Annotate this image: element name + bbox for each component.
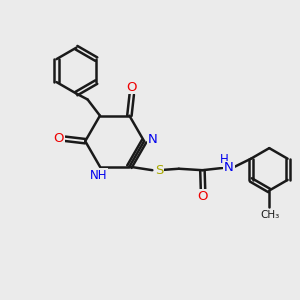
Text: CH₃: CH₃	[260, 210, 280, 220]
Text: O: O	[198, 190, 208, 203]
Text: N: N	[148, 133, 157, 146]
Text: N: N	[224, 161, 234, 174]
Text: H: H	[220, 153, 229, 166]
Text: O: O	[53, 132, 64, 145]
Text: S: S	[154, 164, 163, 177]
Text: O: O	[127, 81, 137, 94]
Text: NH: NH	[90, 169, 107, 182]
